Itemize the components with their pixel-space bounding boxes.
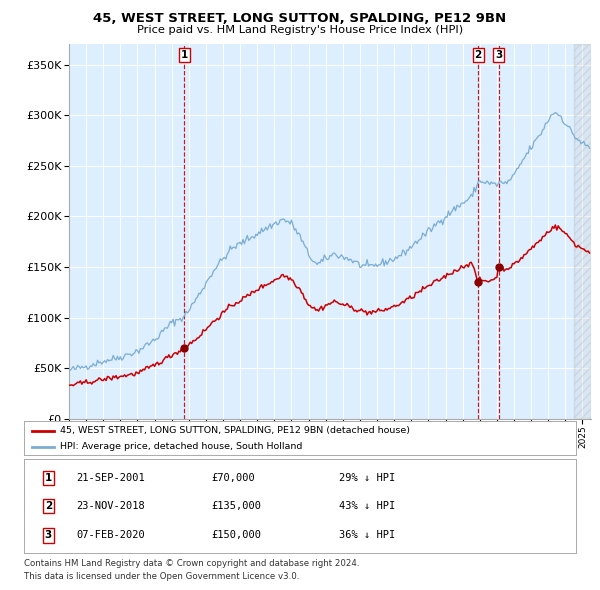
Bar — [574, 44, 591, 419]
Text: 2: 2 — [475, 50, 482, 60]
Text: 29% ↓ HPI: 29% ↓ HPI — [338, 473, 395, 483]
Text: 1: 1 — [181, 50, 188, 60]
Text: 23-NOV-2018: 23-NOV-2018 — [76, 502, 145, 511]
Text: HPI: Average price, detached house, South Holland: HPI: Average price, detached house, Sout… — [60, 442, 302, 451]
Text: This data is licensed under the Open Government Licence v3.0.: This data is licensed under the Open Gov… — [24, 572, 299, 581]
Text: £135,000: £135,000 — [212, 502, 262, 511]
Text: Contains HM Land Registry data © Crown copyright and database right 2024.: Contains HM Land Registry data © Crown c… — [24, 559, 359, 568]
Text: 07-FEB-2020: 07-FEB-2020 — [76, 530, 145, 540]
Text: 2: 2 — [44, 502, 52, 511]
Text: 3: 3 — [44, 530, 52, 540]
Text: 45, WEST STREET, LONG SUTTON, SPALDING, PE12 9BN: 45, WEST STREET, LONG SUTTON, SPALDING, … — [94, 12, 506, 25]
Text: 1: 1 — [44, 473, 52, 483]
Text: Price paid vs. HM Land Registry's House Price Index (HPI): Price paid vs. HM Land Registry's House … — [137, 25, 463, 35]
Text: £150,000: £150,000 — [212, 530, 262, 540]
Text: 21-SEP-2001: 21-SEP-2001 — [76, 473, 145, 483]
Text: 43% ↓ HPI: 43% ↓ HPI — [338, 502, 395, 511]
Text: £70,000: £70,000 — [212, 473, 256, 483]
Text: 45, WEST STREET, LONG SUTTON, SPALDING, PE12 9BN (detached house): 45, WEST STREET, LONG SUTTON, SPALDING, … — [60, 427, 410, 435]
Text: 3: 3 — [495, 50, 502, 60]
Text: 36% ↓ HPI: 36% ↓ HPI — [338, 530, 395, 540]
